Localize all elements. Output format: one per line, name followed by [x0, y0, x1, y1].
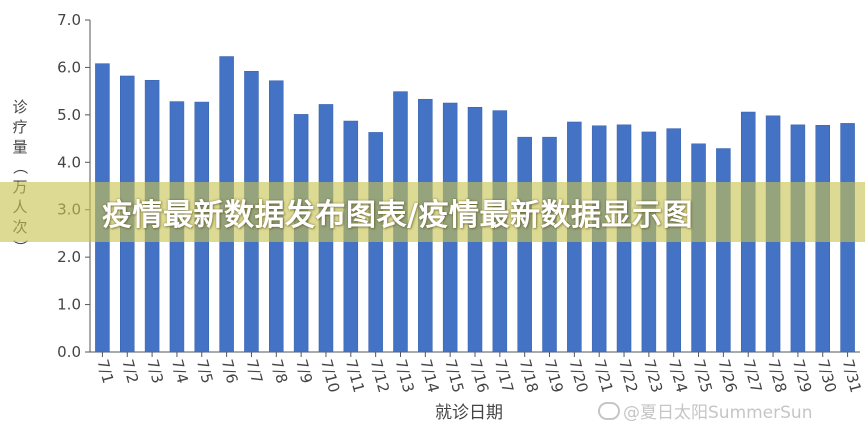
x-tick-label: 7/27 [739, 357, 765, 394]
x-tick-label: 7/14 [416, 357, 442, 394]
y-axis-title-char: （ [11, 159, 29, 174]
y-tick-label: 4.0 [57, 153, 81, 171]
x-tick-label: 7/2 [118, 357, 142, 385]
x-tick-label: 7/16 [466, 357, 492, 394]
x-tick-label: 7/28 [764, 357, 790, 394]
watermark-text: @夏日太阳SummerSun [623, 403, 813, 423]
bar [517, 136, 532, 353]
x-tick-label: 7/17 [491, 357, 517, 394]
x-tick-label: 7/12 [367, 357, 393, 394]
bar [691, 143, 706, 353]
x-tick-label: 7/5 [193, 357, 217, 385]
y-tick-label: 5.0 [57, 106, 81, 124]
x-tick-label: 7/23 [640, 357, 666, 394]
x-tick-label: 7/30 [814, 357, 840, 394]
title-banner: 疫情最新数据发布图表/疫情最新数据显示图 [0, 182, 865, 242]
y-tick-label: 6.0 [57, 58, 81, 76]
x-tick-label: 7/8 [267, 357, 291, 385]
x-tick-label: 7/11 [342, 357, 368, 394]
y-axis-title-char: 量 [12, 138, 27, 156]
banner-title: 疫情最新数据发布图表/疫情最新数据显示图 [102, 198, 693, 233]
weibo-icon [598, 402, 620, 420]
y-tick-label: 2.0 [57, 248, 81, 266]
x-axis-title: 就诊日期 [435, 403, 503, 423]
y-axis-title-char: 疗 [12, 118, 27, 136]
y-tick-label: 1.0 [57, 296, 81, 314]
x-tick-label: 7/15 [441, 357, 467, 394]
x-tick-label: 7/22 [615, 357, 641, 394]
x-tick-label: 7/18 [516, 357, 542, 394]
x-tick-label: 7/4 [168, 357, 192, 385]
x-tick-label: 7/1 [94, 357, 118, 385]
y-axis-title-char: 诊 [12, 98, 27, 116]
x-tick-label: 7/3 [143, 357, 167, 385]
x-tick-label: 7/29 [789, 357, 815, 394]
x-tick-label: 7/21 [590, 357, 616, 394]
x-tick-label: 7/31 [839, 357, 865, 394]
x-tick-label: 7/25 [690, 357, 716, 394]
x-tick-label: 7/10 [317, 357, 343, 394]
x-tick-label: 7/6 [218, 357, 242, 385]
x-tick-label: 7/13 [392, 357, 418, 394]
bar [368, 132, 383, 353]
y-tick-label: 0.0 [57, 343, 81, 361]
bar [716, 148, 731, 353]
bar [542, 136, 557, 353]
y-tick-label: 7.0 [57, 11, 81, 29]
y-axis-title-char: ） [11, 239, 29, 254]
x-tick-label: 7/20 [565, 357, 591, 394]
x-tick-label: 7/19 [541, 357, 567, 394]
x-tick-label: 7/7 [243, 357, 267, 385]
x-tick-label: 7/9 [292, 357, 316, 385]
x-tick-label: 7/24 [665, 357, 691, 394]
watermark: @夏日太阳SummerSun [598, 398, 812, 423]
x-tick-label: 7/26 [715, 357, 741, 394]
